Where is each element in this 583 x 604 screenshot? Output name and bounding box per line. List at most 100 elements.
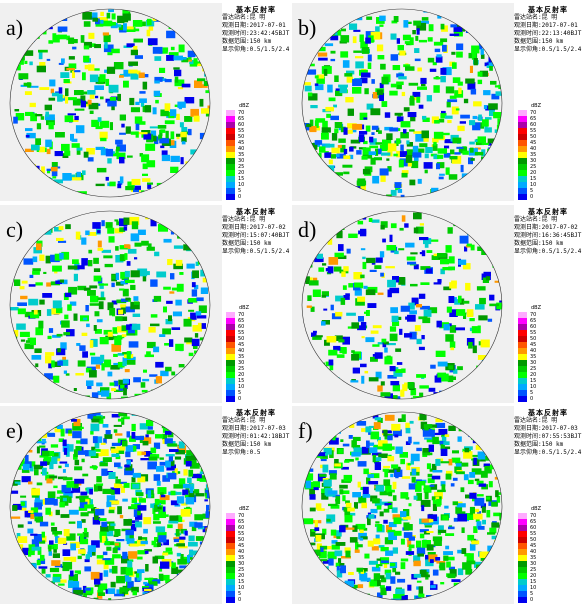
legend-value: 20: [530, 372, 537, 378]
legend-row: 25: [226, 567, 262, 573]
legend-row: 10: [226, 384, 262, 390]
info-range: 数据范围:150 km: [222, 38, 272, 45]
legend-value: 20: [238, 573, 245, 579]
product-title: 基本反射率: [236, 409, 276, 417]
legend-swatch: [226, 366, 235, 372]
legend-row: 65: [226, 519, 262, 525]
radar-panel-1: a) 基本反射率 雷达站名:昆 明观测日期:2017-07-01 观测时间:23:42…: [0, 3, 290, 201]
legend-row: 20: [518, 372, 554, 378]
legend-swatch: [226, 384, 235, 390]
legend-swatch: [226, 378, 235, 384]
legend-value: 60: [530, 324, 537, 330]
legend-row: 0: [226, 597, 262, 603]
legend-value: 50: [238, 537, 245, 543]
legend-row: 15: [518, 579, 554, 585]
legend-row: 40: [518, 146, 554, 152]
legend-swatch: [518, 134, 527, 140]
legend-row: 35: [226, 555, 262, 561]
info-station: 雷达站名:昆 明: [514, 216, 558, 223]
radar-panel-3: c) 基本反射率 雷达站名:昆 明观测日期:2017-07-02 观测时间:15:07…: [0, 205, 290, 403]
legend-swatch: [226, 140, 235, 146]
legend-row: 60: [518, 122, 554, 128]
legend-row: 60: [226, 122, 262, 128]
legend-row: 50: [518, 537, 554, 543]
info-elev: 显示仰角:0.5/1.5/2.4: [514, 449, 582, 456]
legend-swatch: [518, 555, 527, 561]
radar-range-ring: [9, 411, 211, 601]
legend-value: 25: [238, 567, 245, 573]
legend-row: 5: [518, 188, 554, 194]
legend-value: 30: [238, 561, 245, 567]
legend-value: 0: [530, 194, 534, 200]
legend-value: 40: [238, 146, 245, 152]
legend-swatch: [518, 116, 527, 122]
legend-swatch: [518, 360, 527, 366]
dbz-legend: dBZ 70 65 60 55 50 45 40 35 30 25 20 15 10 5 0: [226, 506, 262, 603]
legend-swatch: [518, 312, 527, 318]
legend-swatch: [518, 152, 527, 158]
legend-swatch: [226, 134, 235, 140]
legend-value: 10: [530, 384, 537, 390]
legend-value: 65: [530, 519, 537, 525]
legend-row: 55: [518, 531, 554, 537]
legend-swatch: [226, 567, 235, 573]
legend-row: 30: [518, 360, 554, 366]
dbz-legend: dBZ 70 65 60 55 50 45 40 35 30 25 20 15 10 5 0: [518, 305, 554, 402]
legend-value: 60: [238, 324, 245, 330]
radar-map: [0, 3, 222, 201]
legend-value: 55: [238, 531, 245, 537]
legend-value: 20: [530, 573, 537, 579]
legend-unit: dBZ: [238, 305, 250, 311]
legend-swatch: [226, 579, 235, 585]
legend-value: 15: [530, 176, 537, 182]
legend-value: 35: [530, 555, 537, 561]
legend-swatch: [518, 567, 527, 573]
legend-row: 20: [518, 170, 554, 176]
legend-row: 55: [518, 128, 554, 134]
radar-panel-6: f) 基本反射率 雷达站名:昆 明观测日期:2017-07-03 观测时间:07:55…: [292, 406, 582, 604]
legend-row: 40: [226, 146, 262, 152]
legend-swatch: [518, 330, 527, 336]
legend-value: 45: [238, 543, 245, 549]
radar-info: 基本反射率 雷达站名:昆 明观测日期:2017-07-02 观测时间:16:36:4…: [514, 208, 582, 256]
legend-value: 0: [238, 396, 242, 402]
legend-value: 5: [238, 591, 242, 597]
legend-value: 30: [530, 360, 537, 366]
legend-row: 0: [518, 396, 554, 402]
legend-swatch: [518, 372, 527, 378]
legend-value: 30: [530, 158, 537, 164]
legend-swatch: [518, 182, 527, 188]
legend-value: 45: [530, 543, 537, 549]
legend-value: 70: [238, 513, 245, 519]
legend-swatch: [518, 585, 527, 591]
legend-row: 65: [518, 116, 554, 122]
legend-row: 50: [226, 336, 262, 342]
info-elev: 显示仰角:0.5: [222, 449, 261, 456]
info-station: 雷达站名:昆 明: [222, 14, 266, 21]
radar-map: [0, 205, 222, 403]
legend-value: 65: [238, 519, 245, 525]
info-station: 雷达站名:昆 明: [514, 417, 558, 424]
legend-row: 30: [226, 360, 262, 366]
legend-swatch: [518, 591, 527, 597]
info-range: 数据范围:150 km: [514, 441, 564, 448]
info-range: 数据范围:150 km: [514, 38, 564, 45]
legend-value: 10: [530, 585, 537, 591]
legend-swatch: [226, 330, 235, 336]
legend-row: 40: [226, 348, 262, 354]
legend-row: 50: [226, 134, 262, 140]
legend-swatch: [518, 579, 527, 585]
product-title: 基本反射率: [528, 208, 568, 216]
legend-value: 15: [530, 378, 537, 384]
legend-swatch: [226, 390, 235, 396]
legend-value: 55: [238, 330, 245, 336]
legend-value: 15: [530, 579, 537, 585]
legend-row: 70: [518, 513, 554, 519]
legend-swatch: [226, 188, 235, 194]
legend-value: 5: [238, 390, 242, 396]
legend-swatch: [518, 140, 527, 146]
radar-range-ring: [9, 210, 211, 400]
product-title: 基本反射率: [528, 409, 568, 417]
panel-label: a): [6, 15, 24, 40]
legend-row: 65: [226, 318, 262, 324]
